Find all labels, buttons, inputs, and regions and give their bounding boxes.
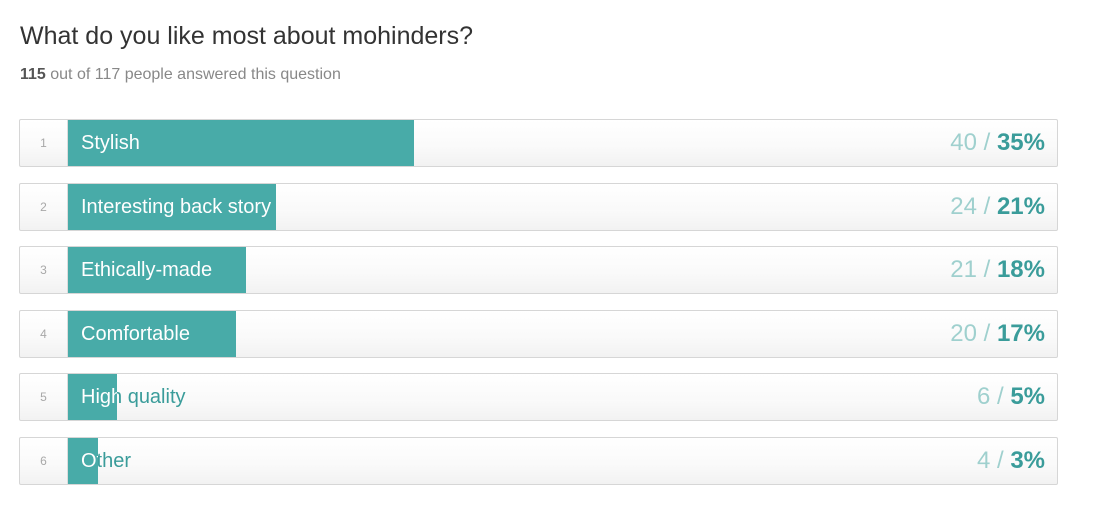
category-label: Stylish <box>81 132 140 154</box>
category-label: Interesting back story <box>81 195 272 218</box>
bar <box>68 183 276 230</box>
rank-number: 5 <box>20 374 68 421</box>
category-label-on-bar: Stylish <box>81 132 140 154</box>
separator: / <box>990 383 1011 411</box>
bar-area: High qualityHigh quality6 / 5% <box>68 374 1057 421</box>
value-label: 21 / 18% <box>950 247 1045 293</box>
result-row: 2 Interesting back story Interesting back … <box>19 182 1058 231</box>
rank-number: 6 <box>20 437 68 484</box>
separator: / <box>990 446 1011 474</box>
result-row: 6OtherOther4 / 3% <box>19 436 1058 485</box>
category-label: Ethically-made <box>81 259 213 282</box>
bar <box>68 310 236 357</box>
answered-count: 115 <box>20 66 46 83</box>
value-label: 20 / 17% <box>950 311 1045 357</box>
count-value: 20 <box>950 319 977 347</box>
bar-area: Ethically-made Ethically-made 21 / 18% <box>68 247 1057 294</box>
results-chart: 1 Stylish Stylish 40 / 35% 2 Interesting back… <box>19 119 1058 501</box>
question-title: What do you like most about mohinders? <box>20 22 474 50</box>
bar <box>68 120 414 166</box>
percent-value: 17% <box>996 319 1045 347</box>
percent-value: 35% <box>996 129 1045 156</box>
bar-area: OtherOther4 / 3% <box>68 437 1057 484</box>
category-label-on-bar: High quality <box>81 386 117 409</box>
category-label-on-bar: Interesting back story <box>81 195 272 218</box>
count-value: 40 <box>950 129 977 156</box>
count-value: 24 <box>950 192 977 220</box>
count-value: 21 <box>950 256 977 284</box>
bar-area: Interesting back story Interesting back s… <box>68 183 1057 230</box>
answered-text: out of 117 people answered this question <box>45 66 341 83</box>
category-label-on-bar: Ethically-made <box>81 259 213 282</box>
rank-number: 1 <box>20 120 68 166</box>
separator: / <box>976 192 997 220</box>
bar-area: Stylish Stylish 40 / 35% <box>68 120 1057 166</box>
separator: / <box>976 129 997 156</box>
count-value: 6 <box>976 383 991 411</box>
bar <box>68 374 117 421</box>
value-label: 4 / 3% <box>977 438 1045 484</box>
category-label-on-bar: Other <box>81 449 98 472</box>
rank-number: 3 <box>20 247 68 294</box>
percent-value: 3% <box>1010 446 1045 474</box>
category-label-on-bar: Comfortable <box>81 322 190 345</box>
result-row: 1 Stylish Stylish 40 / 35% <box>19 119 1058 167</box>
result-row: 3 Ethically-made Ethically-made 21 / 18% <box>19 246 1058 295</box>
category-label: High quality <box>81 386 186 409</box>
answered-summary: 115 out of 117 people answered this ques… <box>20 66 341 84</box>
value-label: 6 / 5% <box>977 374 1045 420</box>
percent-value: 5% <box>1010 383 1045 411</box>
separator: / <box>976 256 997 284</box>
category-label: Other <box>81 449 132 472</box>
percent-value: 18% <box>996 256 1045 284</box>
result-row: 4 Comfortable Comfortable 20 / 17% <box>19 309 1058 358</box>
percent-value: 21% <box>996 192 1045 220</box>
category-label: Comfortable <box>81 322 190 345</box>
count-value: 4 <box>976 446 991 474</box>
rank-number: 4 <box>20 310 68 357</box>
value-label: 40 / 35% <box>950 120 1045 166</box>
bar-area: Comfortable Comfortable 20 / 17% <box>68 310 1057 357</box>
value-label: 24 / 21% <box>950 184 1045 230</box>
bar <box>68 247 246 294</box>
separator: / <box>976 319 997 347</box>
rank-number: 2 <box>20 183 68 230</box>
bar <box>68 437 98 484</box>
